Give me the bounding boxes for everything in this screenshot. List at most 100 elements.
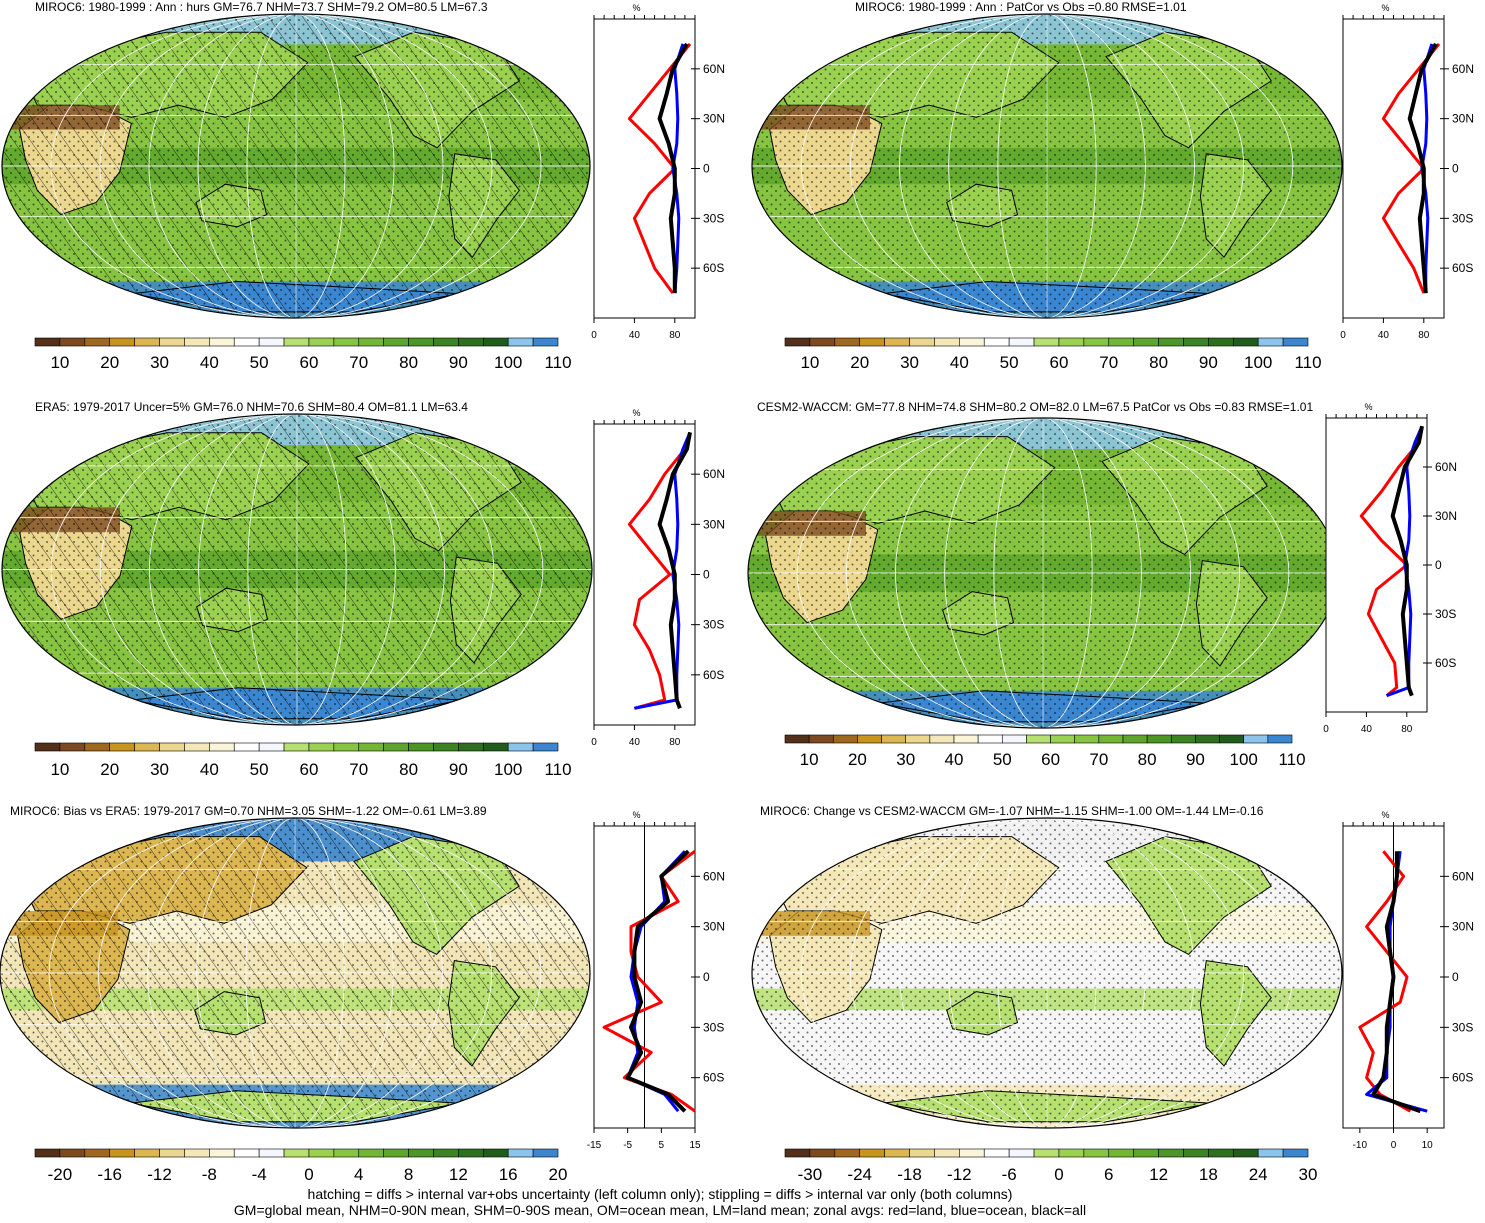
colorbar-label: 6: [1104, 1165, 1113, 1184]
colorbar-swatch: [1183, 1149, 1208, 1157]
colorbar-swatch: [959, 1149, 984, 1157]
colorbar-label: 90: [1199, 353, 1218, 372]
map-panel-2: [752, 14, 1342, 318]
colorbar-swatch: [835, 338, 860, 346]
colorbar-swatch: [1208, 338, 1233, 346]
colorbar-swatch: [384, 338, 409, 346]
colorbar-swatch: [110, 1149, 135, 1157]
colorbar-swatch: [1283, 1149, 1308, 1157]
profile-xlabel: %: [1364, 402, 1372, 412]
colorbar-label: 0: [1054, 1165, 1063, 1184]
colorbar-swatch: [259, 743, 284, 751]
colorbar-swatch: [508, 743, 533, 751]
profile-xtick-label: 0: [1323, 724, 1329, 735]
colorbar-swatch: [533, 1149, 558, 1157]
colorbar-swatch: [1258, 1149, 1283, 1157]
colorbar-label: 30: [1299, 1165, 1318, 1184]
colorbar-swatch: [234, 338, 259, 346]
colorbar-swatch: [334, 1149, 359, 1157]
colorbar-swatch: [1220, 735, 1244, 743]
profile-ytick-label: 30N: [1452, 112, 1474, 126]
profile-ytick-label: 60S: [703, 668, 724, 682]
colorbar-swatch: [458, 1149, 483, 1157]
colorbar-swatch: [1244, 735, 1268, 743]
colorbar-label: 20: [100, 760, 119, 779]
colorbar-swatch: [533, 338, 558, 346]
colorbar-swatch: [458, 338, 483, 346]
colorbar-label: -4: [252, 1165, 267, 1184]
colorbar-swatch: [1159, 1149, 1184, 1157]
profile-ytick-label: 60N: [703, 467, 725, 481]
colorbar-swatch: [85, 338, 110, 346]
profile-ytick-label: 30N: [703, 517, 725, 531]
colorbar-swatch: [35, 338, 60, 346]
colorbar-swatch: [1233, 338, 1258, 346]
colorbar-swatch: [60, 743, 85, 751]
colorbar-label: 16: [499, 1165, 518, 1184]
profile-ytick-label: 30S: [1452, 1020, 1473, 1034]
profile-ytick-label: 60N: [703, 869, 725, 883]
colorbar-swatch: [359, 1149, 384, 1157]
colorbar-label: 10: [800, 353, 819, 372]
panel-title-1: MIROC6: 1980-1999 : Ann : hurs GM=76.7 N…: [35, 0, 488, 14]
colorbar-swatch: [334, 743, 359, 751]
colorbar-label: 30: [150, 353, 169, 372]
colorbar-label: 90: [1186, 750, 1205, 769]
colorbar-label: 110: [544, 353, 571, 372]
colorbar-label: 50: [1000, 353, 1019, 372]
panel-title-5: MIROC6: Bias vs ERA5: 1979-2017 GM=0.70 …: [10, 804, 487, 818]
colorbar-swatch: [35, 1149, 60, 1157]
profile-xtick-label: 40: [1378, 330, 1390, 341]
colorbar-label: 60: [1049, 353, 1068, 372]
colorbar-swatch: [60, 338, 85, 346]
colorbar-label: 70: [1099, 353, 1118, 372]
profile-ytick-label: 30S: [1435, 607, 1456, 621]
profile-ytick-label: 0: [703, 568, 710, 582]
profile-xtick-label: 80: [1401, 724, 1413, 735]
colorbar-swatch: [433, 743, 458, 751]
profile-ytick-label: 0: [1452, 970, 1459, 984]
profile-ytick-label: 30N: [703, 920, 725, 934]
colorbar-swatch: [359, 338, 384, 346]
colorbar-swatch: [984, 1149, 1009, 1157]
colorbar-swatch: [135, 743, 160, 751]
colorbar-label: 90: [449, 760, 468, 779]
profile-ytick-label: 60S: [1452, 1071, 1473, 1085]
map-field: [2, 14, 590, 318]
profile-ytick-label: 30S: [1452, 211, 1473, 225]
colorbar-swatch: [1099, 735, 1123, 743]
colorbar-swatch: [934, 338, 959, 346]
profile-frame: [1343, 19, 1444, 318]
colorbar-label: -20: [48, 1165, 73, 1184]
map-panel-5: [0, 818, 590, 1128]
colorbar-label: 100: [1230, 750, 1258, 769]
colorbar-label: 10: [800, 750, 819, 769]
profile-xtick-label: -5: [623, 1140, 632, 1151]
colorbar-swatch: [160, 338, 185, 346]
profile-ytick-label: 60S: [1435, 656, 1456, 670]
colorbar-label: 80: [1138, 750, 1157, 769]
colorbar-swatch: [483, 743, 508, 751]
colorbar-swatch: [309, 743, 334, 751]
colorbar-swatch: [1183, 338, 1208, 346]
colorbar-label: 100: [494, 760, 522, 779]
colorbar-label: 20: [100, 353, 119, 372]
colorbar-swatch: [259, 338, 284, 346]
colorbar-label: -12: [947, 1165, 972, 1184]
colorbar-swatch: [1034, 1149, 1059, 1157]
profile-ytick-label: 30N: [703, 112, 725, 126]
colorbar-label: 4: [354, 1165, 363, 1184]
profile-ytick-label: 0: [1435, 558, 1442, 572]
colorbar-swatch: [508, 1149, 533, 1157]
colorbar-label: -12: [147, 1165, 172, 1184]
colorbar-swatch: [234, 1149, 259, 1157]
map-panel-1: [2, 14, 590, 318]
colorbar-swatch: [785, 338, 810, 346]
colorbar-label: 80: [399, 353, 418, 372]
colorbar-swatch: [1233, 1149, 1258, 1157]
profile-ytick-label: 60N: [703, 62, 725, 76]
